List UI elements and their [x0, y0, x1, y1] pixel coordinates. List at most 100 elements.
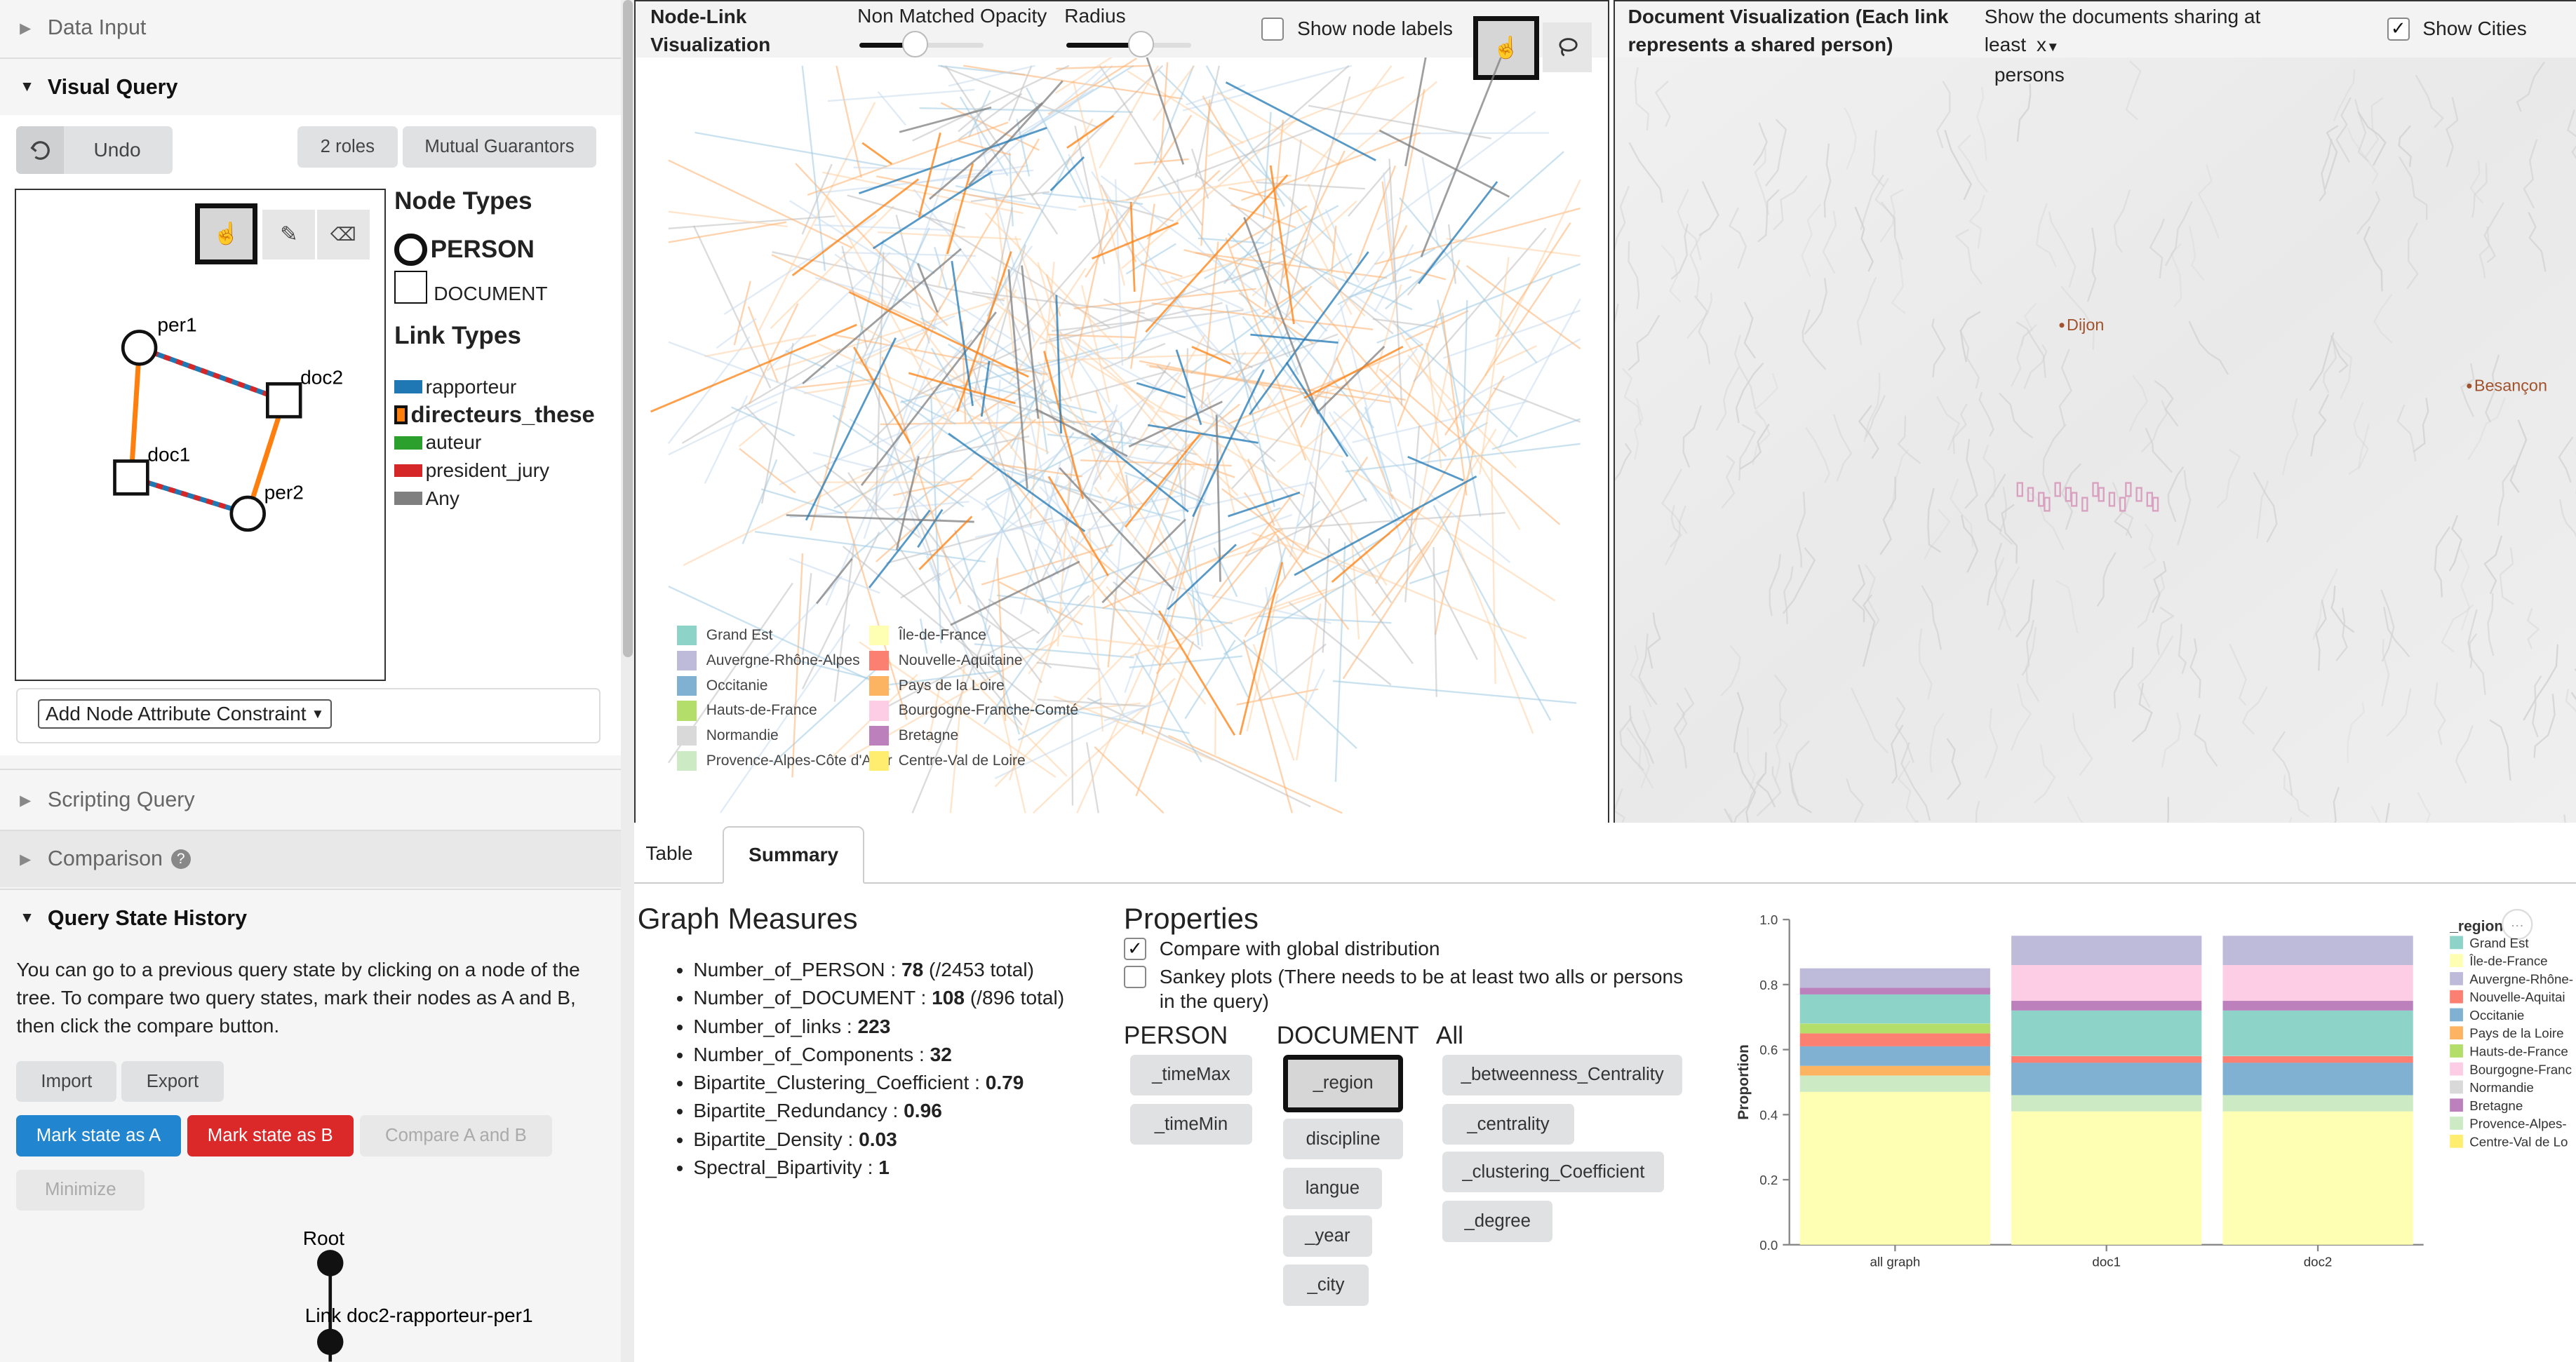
- city-label-besancon[interactable]: Besançon: [2474, 376, 2547, 394]
- bar-segment[interactable]: [2222, 1056, 2413, 1063]
- accordion-comparison[interactable]: ▶ Comparison ?: [0, 831, 621, 887]
- legend-item[interactable]: Normandie: [676, 726, 779, 746]
- legend-item[interactable]: Grand Est: [676, 625, 773, 646]
- edge-per1-doc1[interactable]: [128, 347, 142, 478]
- document-markers[interactable]: [2016, 482, 2159, 512]
- prop-year-button[interactable]: _year: [1283, 1215, 1372, 1257]
- document-marker[interactable]: [2070, 492, 2078, 507]
- accordion-data-input[interactable]: ▶ Data Input: [0, 0, 621, 56]
- prop-langue-button[interactable]: langue: [1283, 1168, 1382, 1209]
- prop-clustering-button[interactable]: _clustering_Coefficient: [1442, 1151, 1665, 1193]
- mutual-guarantors-button[interactable]: Mutual Guarantors: [402, 126, 597, 168]
- legend-item[interactable]: Pays de la Loire: [868, 675, 1005, 696]
- chart-menu-button[interactable]: [2501, 909, 2533, 940]
- prop-betweenness-button[interactable]: _betweenness_Centrality: [1442, 1054, 1683, 1096]
- accordion-visual-query[interactable]: ▼ Visual Query: [0, 59, 621, 115]
- tab-summary[interactable]: Summary: [723, 826, 864, 884]
- bar-segment[interactable]: [1799, 987, 1990, 995]
- lasso-tool-button[interactable]: [1542, 22, 1592, 72]
- document-marker[interactable]: [2135, 487, 2142, 502]
- link-type-item[interactable]: rapporteur: [394, 373, 595, 401]
- node-doc1[interactable]: [113, 459, 149, 496]
- legend-item[interactable]: Centre-Val de Loire: [868, 751, 1026, 771]
- city-label-dijon[interactable]: Dijon: [2067, 315, 2104, 333]
- bar-segment[interactable]: [2011, 965, 2202, 1002]
- compare-global-toggle[interactable]: ✓ Compare with global distribution: [1123, 938, 1440, 961]
- export-button[interactable]: Export: [121, 1060, 224, 1103]
- bar-segment[interactable]: [1799, 1023, 1990, 1034]
- edit-tool-button[interactable]: ✎: [262, 210, 316, 259]
- legend-item[interactable]: Provence-Alpes-Côte d'Azur: [676, 751, 892, 771]
- two-roles-button[interactable]: 2 roles: [297, 126, 398, 168]
- help-icon[interactable]: ?: [170, 849, 191, 869]
- accordion-query-state-history[interactable]: ▼ Query State History: [0, 890, 621, 946]
- legend-item[interactable]: Nouvelle-Aquitaine: [868, 650, 1023, 670]
- import-button[interactable]: Import: [16, 1060, 117, 1103]
- mark-state-b-button[interactable]: Mark state as B: [187, 1115, 354, 1157]
- checkbox[interactable]: [1261, 18, 1284, 41]
- tab-table[interactable]: Table: [645, 842, 693, 865]
- legend-item[interactable]: Bourgogne-Franche-Comté: [868, 701, 1078, 721]
- document-marker[interactable]: [2044, 497, 2051, 512]
- link-type-item[interactable]: Any: [394, 485, 595, 513]
- pointer-tool-button[interactable]: ☝: [195, 203, 258, 264]
- compare-a-and-b-button[interactable]: Compare A and B: [359, 1115, 552, 1157]
- bar-segment[interactable]: [2222, 936, 2413, 966]
- link-type-item[interactable]: auteur: [394, 429, 595, 457]
- bar-segment[interactable]: [1799, 1033, 1990, 1047]
- sankey-toggle[interactable]: Sankey plots (There needs to be at least…: [1123, 964, 1691, 1013]
- opacity-slider-thumb[interactable]: [901, 31, 929, 58]
- query-graph-canvas[interactable]: ☝ ✎ ⌫ per1 doc2 doc1: [15, 189, 386, 682]
- map-terrain[interactable]: Dijon Besançon: [1614, 57, 2576, 823]
- bar-segment[interactable]: [1799, 1092, 1990, 1246]
- bar-segment[interactable]: [2011, 1112, 2202, 1246]
- document-marker[interactable]: [2081, 497, 2088, 512]
- legend-item[interactable]: Occitanie: [676, 675, 768, 696]
- bar-segment[interactable]: [2011, 1056, 2202, 1063]
- radius-slider-thumb[interactable]: [1127, 31, 1155, 58]
- legend-item[interactable]: Auvergne-Rhône-Alpes: [676, 650, 860, 670]
- region-proportion-chart[interactable]: 0.0 0.2 0.4 0.6 0.8 1.0 Proportion all graph doc…: [1719, 900, 2576, 1281]
- edge-doc1-per2[interactable]: [130, 475, 249, 517]
- minimize-button[interactable]: Minimize: [16, 1169, 145, 1211]
- checkbox[interactable]: [1123, 966, 1147, 989]
- bar-segment[interactable]: [1799, 994, 1990, 1024]
- document-marker[interactable]: [2098, 487, 2105, 502]
- edge-doc2-per2[interactable]: [245, 400, 287, 515]
- eraser-tool-button[interactable]: ⌫: [316, 210, 370, 259]
- node-type-person[interactable]: PERSON: [394, 233, 535, 267]
- node-doc2[interactable]: [266, 382, 302, 419]
- tree-node-root[interactable]: [317, 1250, 344, 1276]
- sharing-select[interactable]: x▼: [2037, 34, 2060, 55]
- legend-item[interactable]: Île-de-France: [868, 625, 986, 646]
- show-node-labels-toggle[interactable]: Show node labels: [1261, 18, 1453, 41]
- sidebar-scrollbar-thumb[interactable]: [622, 0, 633, 657]
- tree-node-child[interactable]: [317, 1328, 344, 1356]
- document-marker[interactable]: [2016, 482, 2023, 497]
- bar-segment[interactable]: [2011, 1095, 2202, 1112]
- document-marker[interactable]: [2037, 492, 2045, 507]
- bar-segment[interactable]: [1799, 969, 1990, 988]
- checkbox-checked[interactable]: ✓: [1123, 938, 1147, 961]
- prop-region-button[interactable]: _region: [1283, 1054, 1404, 1112]
- node-per2[interactable]: [229, 495, 267, 532]
- bar-segment[interactable]: [2011, 1001, 2202, 1011]
- bar-segment[interactable]: [2222, 1112, 2413, 1246]
- bar-segment[interactable]: [1799, 1066, 1990, 1077]
- pointer-tool-button[interactable]: ☝: [1473, 16, 1540, 81]
- prop-centrality-button[interactable]: _centrality: [1442, 1103, 1574, 1145]
- document-marker[interactable]: [2108, 492, 2115, 507]
- node-link-graph[interactable]: [636, 57, 1608, 823]
- link-type-item[interactable]: president_jury: [394, 457, 595, 485]
- show-cities-toggle[interactable]: ✓ Show Cities: [2387, 18, 2527, 41]
- document-marker[interactable]: [2027, 487, 2034, 502]
- bar-segment[interactable]: [1799, 1076, 1990, 1093]
- document-marker[interactable]: [2125, 482, 2132, 497]
- bar-segment[interactable]: [2222, 1011, 2413, 1057]
- prop-discipline-button[interactable]: discipline: [1283, 1118, 1404, 1160]
- opacity-slider-track[interactable]: [859, 31, 984, 58]
- edge-per1-doc2[interactable]: [138, 345, 286, 403]
- document-marker[interactable]: [2054, 482, 2061, 497]
- prop-timemax-button[interactable]: _timeMax: [1130, 1054, 1252, 1096]
- checkbox-checked[interactable]: ✓: [2387, 18, 2410, 41]
